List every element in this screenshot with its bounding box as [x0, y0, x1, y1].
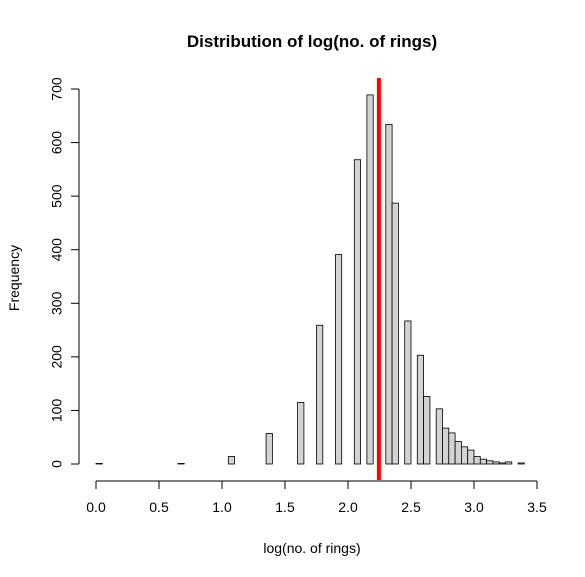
x-tick-label: 3.0: [464, 499, 484, 515]
histogram-bar: [435, 408, 443, 465]
histogram-bar: [505, 461, 513, 465]
histogram-bar: [316, 324, 324, 465]
y-tick-label: 100: [49, 399, 65, 423]
x-axis: 0.0 0.5 1.0 1.5 2.0 2.5 3.0 3.5: [86, 480, 547, 515]
y-tick-label: 500: [49, 184, 65, 208]
y-tick-label: 400: [49, 238, 65, 262]
y-axis-label: Frequency: [6, 245, 22, 311]
histogram-bar: [404, 320, 412, 465]
histogram-bar: [353, 159, 361, 465]
histogram-bar: [366, 94, 374, 465]
histogram-bar: [423, 396, 431, 465]
x-tick-label: 0.5: [149, 499, 169, 515]
chart-title: Distribution of log(no. of rings): [187, 32, 437, 51]
histogram-bar: [460, 446, 469, 465]
histogram-bar: [177, 463, 185, 465]
histogram-bar: [227, 456, 236, 465]
histogram-bar: [454, 441, 462, 465]
histogram-bar: [492, 461, 500, 465]
bars-group: [95, 94, 525, 465]
histogram-bar: [385, 123, 393, 465]
x-tick-label: 1.5: [275, 499, 295, 515]
histogram-bar: [297, 401, 305, 465]
histogram-bar: [448, 432, 456, 465]
histogram-bar: [467, 449, 475, 465]
y-axis: 0 100 200 300 400 500 600 700: [49, 77, 80, 468]
x-tick-label: 2.0: [338, 499, 358, 515]
histogram-bar: [517, 462, 525, 465]
histogram-bar: [479, 458, 487, 465]
histogram-bar: [442, 427, 450, 465]
y-tick-label: 300: [49, 291, 65, 315]
histogram-bar: [473, 456, 481, 465]
y-tick-label: 600: [49, 131, 65, 155]
x-tick-label: 1.0: [212, 499, 232, 515]
histogram-bar: [416, 354, 424, 465]
histogram-bar: [391, 202, 399, 465]
x-tick-label: 3.5: [527, 499, 547, 515]
x-axis-label: log(no. of rings): [263, 540, 360, 556]
histogram-bar: [498, 462, 506, 465]
x-tick-label: 2.5: [401, 499, 421, 515]
histogram-bar: [334, 254, 343, 465]
x-tick-label: 0.0: [86, 499, 106, 515]
y-tick-label: 700: [49, 77, 65, 101]
y-tick-label: 200: [49, 345, 65, 369]
histogram-bar: [486, 460, 494, 465]
y-tick-label: 0: [49, 460, 65, 468]
histogram-bar: [265, 433, 273, 465]
histogram-bar: [95, 463, 103, 465]
